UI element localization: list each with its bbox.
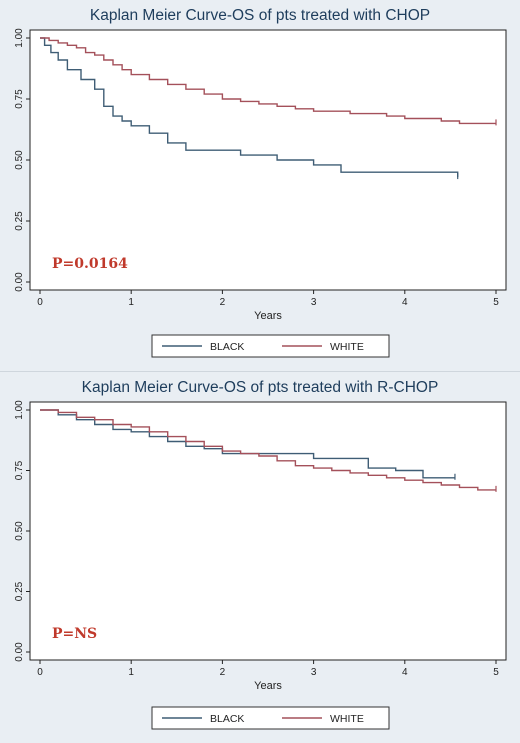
survival-curve-white — [40, 37, 496, 125]
legend-box — [151, 334, 390, 358]
chart-2: Kaplan Meier Curve-OS of pts treated wit… — [14, 379, 507, 730]
survival-curve-white — [40, 409, 496, 491]
survival-curve-black — [40, 37, 459, 178]
x-tick-label: 5 — [493, 297, 499, 308]
x-tick-label: 5 — [493, 667, 499, 678]
legend-label-black: BLACK — [210, 713, 244, 725]
legend-label-black: BLACK — [210, 341, 244, 353]
y-tick-label: 0.75 — [14, 89, 25, 109]
x-axis-label: Years — [254, 680, 282, 692]
y-tick-label: 0.00 — [14, 272, 25, 292]
legend: BLACK WHITE — [151, 706, 390, 730]
plot-area — [29, 29, 507, 291]
x-tick-label: 2 — [220, 297, 226, 308]
y-tick-label: 0.25 — [14, 211, 25, 231]
legend-label-white: WHITE — [330, 341, 364, 353]
x-tick-label: 3 — [311, 297, 317, 308]
y-tick-label: 0.50 — [14, 521, 25, 541]
x-tick-label: 0 — [37, 667, 43, 678]
x-tick-label: 2 — [220, 667, 226, 678]
p-value-annotation: P=NS — [52, 626, 97, 642]
x-axis-label: Years — [254, 310, 282, 322]
legend-box — [151, 706, 390, 730]
x-tick-label: 3 — [311, 667, 317, 678]
x-tick-label: 1 — [128, 667, 134, 678]
legend: BLACK WHITE — [151, 334, 390, 358]
y-tick-label: 1.00 — [14, 28, 25, 48]
x-tick-label: 4 — [402, 297, 408, 308]
x-tick-label: 4 — [402, 667, 408, 678]
chart-1: Kaplan Meier Curve-OS of pts treated wit… — [14, 7, 507, 358]
y-tick-label: 0.75 — [14, 460, 25, 480]
y-tick-label: 0.25 — [14, 581, 25, 601]
legend-label-white: WHITE — [330, 713, 364, 725]
chart-title: Kaplan Meier Curve-OS of pts treated wit… — [82, 379, 439, 396]
y-tick-label: 0.50 — [14, 150, 25, 170]
chart-title: Kaplan Meier Curve-OS of pts treated wit… — [90, 7, 430, 24]
y-tick-label: 1.00 — [14, 400, 25, 420]
x-tick-label: 0 — [37, 297, 43, 308]
plot-area — [29, 401, 507, 661]
x-tick-label: 1 — [128, 297, 134, 308]
y-tick-label: 0.00 — [14, 642, 25, 662]
p-value-annotation: P=0.0164 — [52, 256, 128, 272]
survival-curve-black — [40, 409, 455, 479]
